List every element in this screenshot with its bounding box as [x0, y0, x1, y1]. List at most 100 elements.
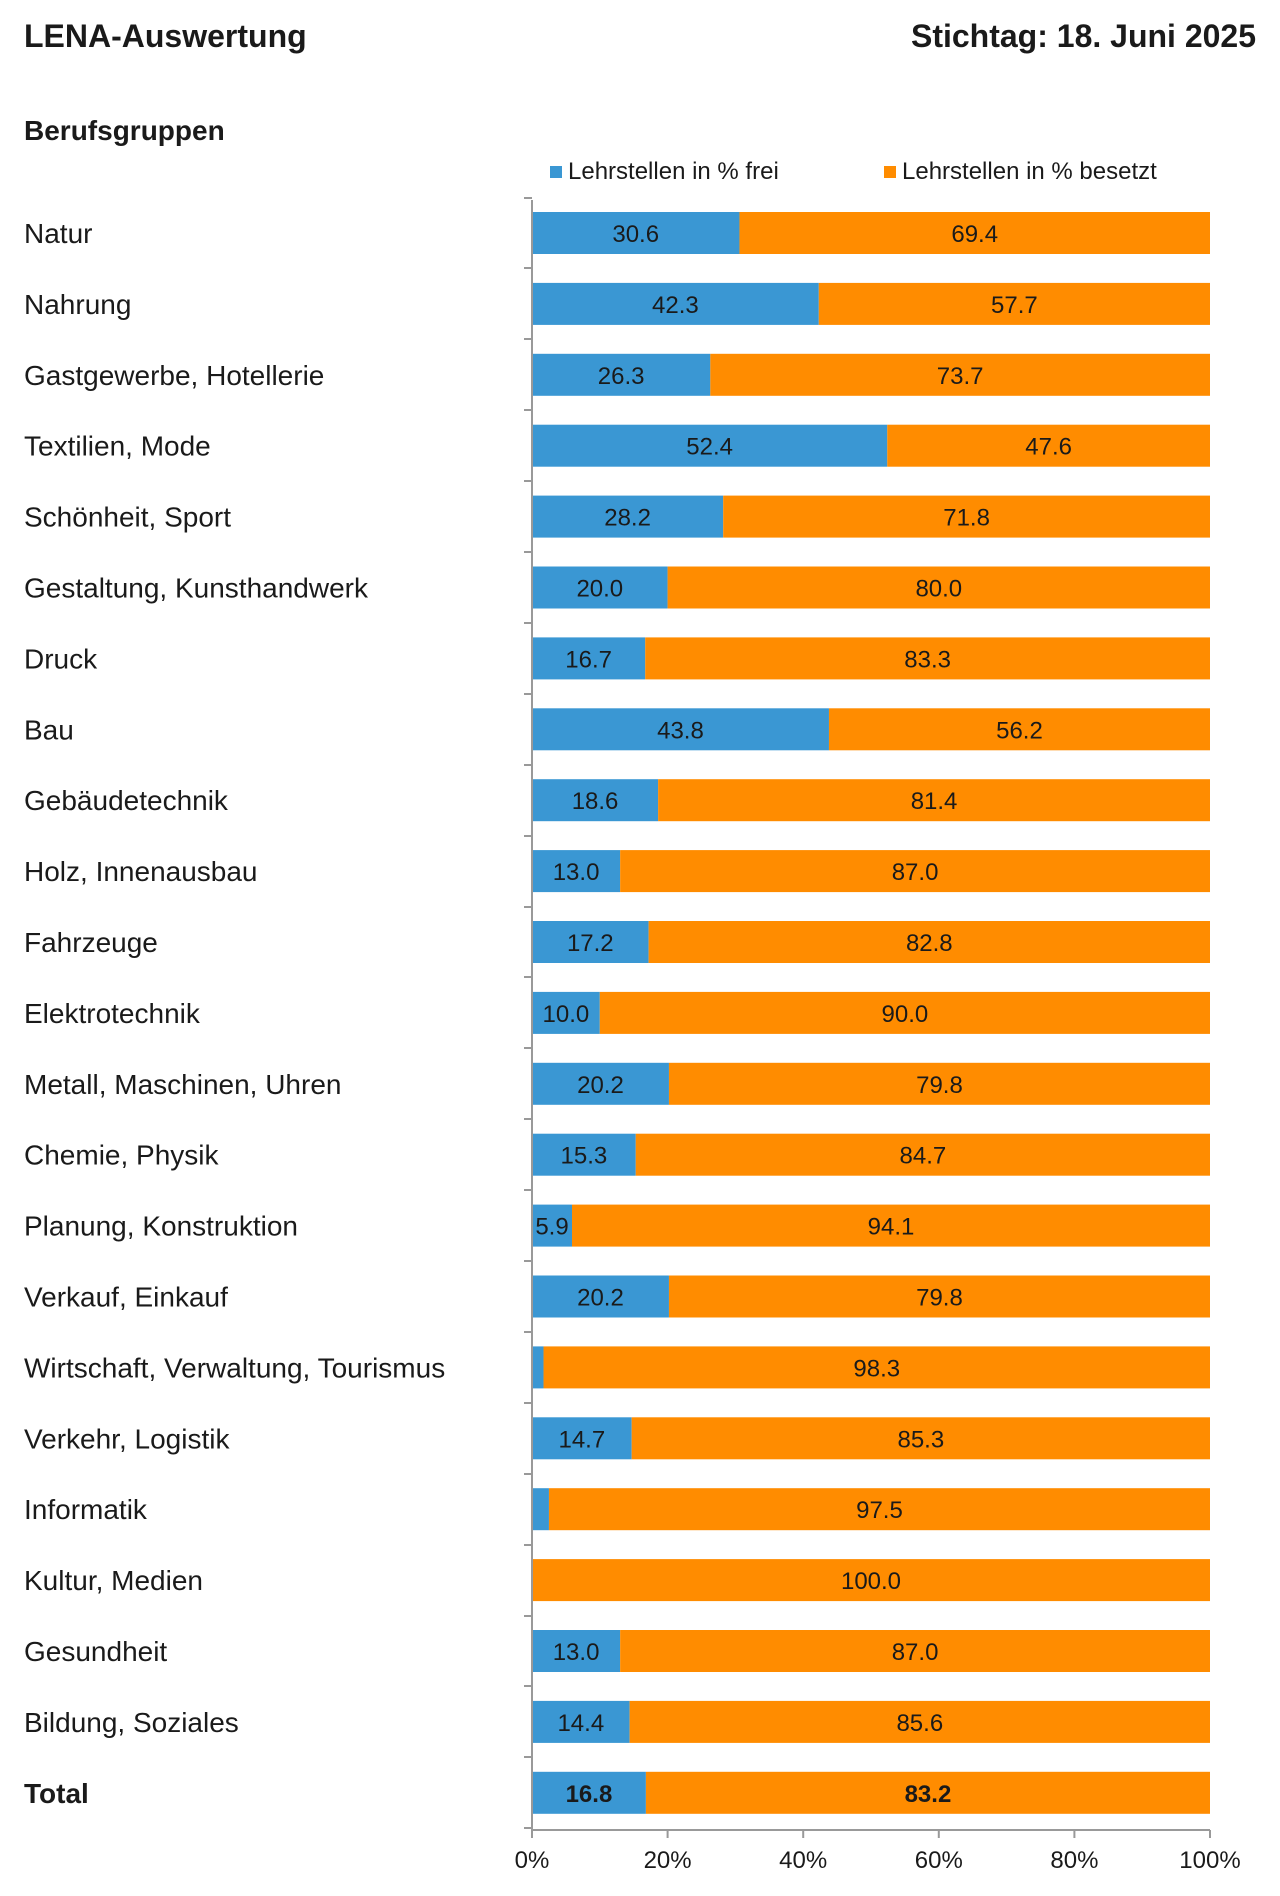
- legend-swatch: [884, 166, 896, 178]
- bar-besetzt: [635, 1133, 1210, 1176]
- bar-frei: [532, 353, 711, 396]
- bar-frei: [532, 1133, 636, 1176]
- category-label: Verkauf, Einkauf: [24, 1282, 228, 1313]
- data-label: 13.0: [553, 859, 600, 886]
- data-label: 16.7: [565, 646, 612, 673]
- bar-besetzt: [739, 212, 1210, 254]
- data-label: 85.3: [897, 1426, 944, 1453]
- bar-frei: [532, 1062, 669, 1105]
- data-label: 16.8: [566, 1781, 613, 1808]
- legend-swatch: [550, 166, 562, 178]
- data-label: 28.2: [604, 505, 651, 532]
- x-tick-label: 60%: [915, 1847, 963, 1874]
- bar-besetzt: [645, 637, 1210, 680]
- bar-besetzt: [548, 1488, 1210, 1531]
- data-label: 79.8: [916, 1285, 963, 1312]
- bar-besetzt: [828, 708, 1210, 751]
- data-label: 73.7: [937, 363, 984, 390]
- category-label: Total: [24, 1778, 89, 1809]
- x-tick-label: 100%: [1179, 1847, 1240, 1874]
- bar-besetzt: [723, 495, 1210, 538]
- data-label: 10.0: [543, 1001, 590, 1028]
- bar-besetzt: [648, 921, 1210, 963]
- bar-frei: [532, 1417, 632, 1460]
- data-label: 43.8: [657, 717, 704, 744]
- bar-frei: [532, 424, 888, 467]
- data-label: 30.6: [612, 221, 659, 248]
- category-label: Gebäudetechnik: [24, 785, 229, 816]
- data-label: 79.8: [916, 1072, 963, 1099]
- data-label: 20.2: [577, 1285, 624, 1312]
- category-label: Gastgewerbe, Hotellerie: [24, 360, 324, 391]
- data-label: 18.6: [572, 788, 619, 815]
- data-label: 87.0: [892, 859, 939, 886]
- data-label: 69.4: [951, 221, 998, 248]
- data-label: 14.4: [557, 1710, 604, 1737]
- bar-besetzt: [599, 991, 1210, 1034]
- bar-besetzt: [710, 353, 1210, 396]
- data-label: 94.1: [868, 1214, 915, 1241]
- bar-frei: [532, 991, 600, 1034]
- data-label: 57.7: [991, 292, 1038, 319]
- bar-frei: [532, 1204, 573, 1247]
- category-label: Schönheit, Sport: [24, 502, 231, 533]
- category-label: Metall, Maschinen, Uhren: [24, 1069, 341, 1100]
- category-label: Bau: [24, 714, 74, 745]
- category-label: Wirtschaft, Verwaltung, Tourismus: [24, 1352, 445, 1383]
- bar-frei: [532, 212, 740, 254]
- category-label: Planung, Konstruktion: [24, 1211, 298, 1242]
- category-label: Elektrotechnik: [24, 998, 201, 1029]
- data-label: 17.2: [567, 930, 614, 957]
- bar-besetzt: [658, 779, 1210, 822]
- bar-frei: [532, 1275, 669, 1318]
- bar-frei: [532, 1346, 544, 1389]
- category-label: Gestaltung, Kunsthandwerk: [24, 573, 369, 604]
- category-label: Chemie, Physik: [24, 1140, 220, 1171]
- x-tick-label: 0%: [515, 1847, 550, 1874]
- x-tick-label: 40%: [779, 1847, 827, 1874]
- bar-besetzt: [572, 1204, 1210, 1247]
- group-heading: Berufsgruppen: [24, 115, 225, 146]
- data-label: 15.3: [561, 1143, 608, 1170]
- data-label: 20.2: [577, 1072, 624, 1099]
- bar-frei: [532, 779, 659, 822]
- data-label: 82.8: [906, 930, 953, 957]
- data-label: 80.0: [915, 576, 962, 603]
- data-label: 42.3: [652, 292, 699, 319]
- bar-besetzt: [620, 1630, 1210, 1672]
- report-title: LENA-Auswertung: [24, 18, 307, 54]
- data-label: 56.2: [996, 717, 1043, 744]
- bar-frei: [532, 1771, 646, 1814]
- bar-besetzt: [667, 566, 1210, 609]
- category-label: Druck: [24, 643, 98, 674]
- category-label: Kultur, Medien: [24, 1565, 203, 1596]
- data-label: 52.4: [686, 434, 733, 461]
- legend-label: Lehrstellen in % besetzt: [902, 158, 1157, 185]
- bar-besetzt: [818, 282, 1210, 325]
- bar-frei: [532, 850, 621, 893]
- bar-frei: [532, 1700, 630, 1743]
- data-label: 90.0: [882, 1001, 929, 1028]
- category-label: Nahrung: [24, 289, 131, 320]
- category-label: Textilien, Mode: [24, 431, 211, 462]
- data-label: 85.6: [896, 1710, 943, 1737]
- bar-frei: [532, 1488, 549, 1531]
- bar-frei: [532, 1630, 621, 1672]
- bar-frei: [532, 282, 819, 325]
- data-label: 100.0: [841, 1568, 901, 1595]
- data-label: 83.2: [905, 1781, 952, 1808]
- category-label: Holz, Innenausbau: [24, 856, 258, 887]
- x-tick-label: 20%: [644, 1847, 692, 1874]
- data-label: 14.7: [558, 1426, 605, 1453]
- x-tick-label: 80%: [1050, 1847, 1098, 1874]
- bar-besetzt: [620, 850, 1210, 893]
- bar-besetzt: [668, 1062, 1210, 1105]
- bar-besetzt: [645, 1771, 1210, 1814]
- bar-besetzt: [631, 1417, 1210, 1460]
- category-label: Natur: [24, 218, 92, 249]
- category-label: Informatik: [24, 1494, 148, 1525]
- category-label: Bildung, Soziales: [24, 1707, 239, 1738]
- data-label: 84.7: [900, 1143, 947, 1170]
- data-label: 26.3: [598, 363, 645, 390]
